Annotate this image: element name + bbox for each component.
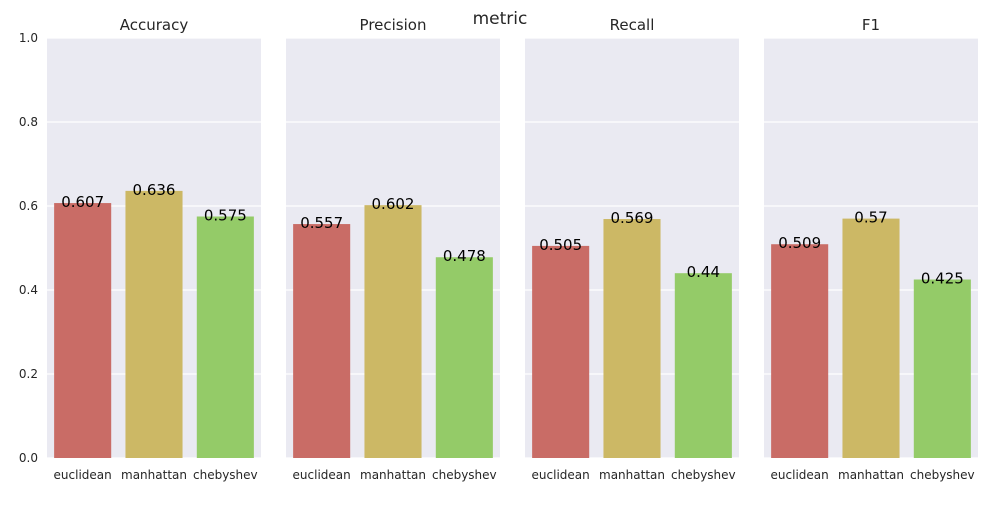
- data-label: 0.478: [443, 247, 486, 265]
- y-tick-label: 0.0: [19, 451, 38, 465]
- x-category-label: euclidean: [54, 468, 112, 482]
- bar-euclidean: [54, 203, 112, 458]
- data-label: 0.557: [300, 214, 343, 232]
- data-label: 0.57: [854, 209, 887, 227]
- chart-suptitle: metric: [473, 9, 528, 29]
- x-category-label: euclidean: [532, 468, 590, 482]
- bar-euclidean: [771, 244, 829, 458]
- x-category-label: manhattan: [599, 468, 665, 482]
- y-tick-label: 0.8: [19, 115, 38, 129]
- bar-manhattan: [603, 219, 661, 458]
- data-label: 0.44: [687, 263, 720, 281]
- panel-title: Accuracy: [120, 16, 189, 34]
- x-category-label: euclidean: [293, 468, 351, 482]
- x-category-label: chebyshev: [910, 468, 975, 482]
- bar-manhattan: [125, 190, 183, 458]
- bar-chebyshev: [913, 279, 971, 458]
- bar-euclidean: [532, 245, 590, 458]
- data-label: 0.505: [539, 236, 582, 254]
- panel-f1: F1 0.509 euclidean 0.57 manhattan 0.425 chebys…: [764, 16, 978, 482]
- x-category-label: chebyshev: [193, 468, 258, 482]
- panel-precision: Precision 0.557 euclidean 0.602 manhattan 0.4…: [286, 16, 500, 482]
- x-category-label: manhattan: [360, 468, 426, 482]
- x-category-label: manhattan: [838, 468, 904, 482]
- panel-accuracy: 0.0 0.2 0.4 0.6 0.8 1.0 Accuracy 0.607 euclidean…: [19, 16, 261, 482]
- y-tick-label: 0.2: [19, 367, 38, 381]
- panel-title: Recall: [610, 16, 655, 34]
- panel-title: Precision: [360, 16, 427, 34]
- bar-chebyshev: [674, 273, 732, 458]
- bar-chebyshev: [435, 257, 493, 458]
- data-label: 0.569: [611, 209, 654, 227]
- y-tick-label: 0.4: [19, 283, 38, 297]
- x-category-label: chebyshev: [671, 468, 736, 482]
- y-tick-label: 1.0: [19, 31, 38, 45]
- bar-euclidean: [293, 224, 351, 458]
- x-category-label: manhattan: [121, 468, 187, 482]
- data-label: 0.509: [778, 234, 821, 252]
- bar-chebyshev: [196, 216, 254, 458]
- data-label: 0.607: [61, 193, 104, 211]
- x-category-label: chebyshev: [432, 468, 497, 482]
- data-label: 0.425: [921, 270, 964, 288]
- data-label: 0.636: [133, 181, 176, 199]
- bar-manhattan: [842, 218, 900, 458]
- panel-title: F1: [862, 16, 880, 34]
- x-category-label: euclidean: [771, 468, 829, 482]
- panels-layer: 0.0 0.2 0.4 0.6 0.8 1.0 Accuracy 0.607 euclidean…: [19, 16, 978, 482]
- data-label: 0.575: [204, 207, 247, 225]
- panel-recall: Recall 0.505 euclidean 0.569 manhattan 0.44 ch…: [525, 16, 739, 482]
- bar-manhattan: [364, 205, 422, 458]
- y-tick-label: 0.6: [19, 199, 38, 213]
- data-label: 0.602: [372, 195, 415, 213]
